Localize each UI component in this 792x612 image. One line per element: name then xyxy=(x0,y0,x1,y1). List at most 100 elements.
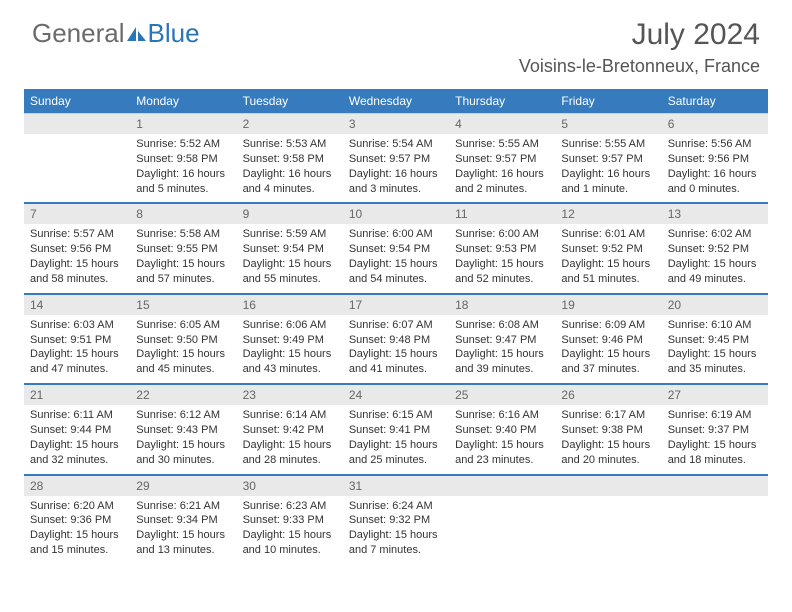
day-number: 20 xyxy=(662,294,768,315)
day-cell: Sunrise: 5:57 AMSunset: 9:56 PMDaylight:… xyxy=(24,224,130,293)
day-cell: Sunrise: 6:16 AMSunset: 9:40 PMDaylight:… xyxy=(449,405,555,474)
day-number: 15 xyxy=(130,294,236,315)
day-cell: Sunrise: 6:06 AMSunset: 9:49 PMDaylight:… xyxy=(237,315,343,384)
sunrise-text: Sunrise: 6:07 AM xyxy=(349,318,443,333)
day-number: 27 xyxy=(662,384,768,405)
logo-sail-icon xyxy=(127,18,147,49)
sunset-text: Sunset: 9:34 PM xyxy=(136,513,230,528)
daylight-text: Daylight: 15 hours and 10 minutes. xyxy=(243,528,337,558)
daylight-text: Daylight: 15 hours and 37 minutes. xyxy=(561,347,655,377)
sunrise-text: Sunrise: 6:20 AM xyxy=(30,499,124,514)
day-number: 30 xyxy=(237,475,343,496)
daylight-text: Daylight: 16 hours and 2 minutes. xyxy=(455,167,549,197)
sunset-text: Sunset: 9:38 PM xyxy=(561,423,655,438)
location-label: Voisins-le-Bretonneux, France xyxy=(519,56,760,77)
day-cell: Sunrise: 5:58 AMSunset: 9:55 PMDaylight:… xyxy=(130,224,236,293)
header: General Blue July 2024 Voisins-le-Breton… xyxy=(0,0,792,83)
day-cell: Sunrise: 5:53 AMSunset: 9:58 PMDaylight:… xyxy=(237,134,343,203)
sunset-text: Sunset: 9:44 PM xyxy=(30,423,124,438)
sunset-text: Sunset: 9:57 PM xyxy=(561,152,655,167)
sunrise-text: Sunrise: 6:00 AM xyxy=(455,227,549,242)
day-cell: Sunrise: 5:59 AMSunset: 9:54 PMDaylight:… xyxy=(237,224,343,293)
logo-word-2: Blue xyxy=(148,18,200,49)
day-cell: Sunrise: 6:14 AMSunset: 9:42 PMDaylight:… xyxy=(237,405,343,474)
sunset-text: Sunset: 9:43 PM xyxy=(136,423,230,438)
sunset-text: Sunset: 9:49 PM xyxy=(243,333,337,348)
sunset-text: Sunset: 9:58 PM xyxy=(136,152,230,167)
day-number-row: 21222324252627 xyxy=(24,384,768,405)
daylight-text: Daylight: 15 hours and 39 minutes. xyxy=(455,347,549,377)
sunset-text: Sunset: 9:52 PM xyxy=(668,242,762,257)
sunset-text: Sunset: 9:58 PM xyxy=(243,152,337,167)
day-header: Sunday xyxy=(24,89,130,114)
daylight-text: Daylight: 16 hours and 1 minute. xyxy=(561,167,655,197)
day-cell-row: Sunrise: 5:52 AMSunset: 9:58 PMDaylight:… xyxy=(24,134,768,203)
day-number: 10 xyxy=(343,203,449,224)
day-cell xyxy=(24,134,130,203)
sunset-text: Sunset: 9:32 PM xyxy=(349,513,443,528)
sunset-text: Sunset: 9:46 PM xyxy=(561,333,655,348)
day-number-row: 14151617181920 xyxy=(24,294,768,315)
sunrise-text: Sunrise: 6:09 AM xyxy=(561,318,655,333)
day-number-row: 78910111213 xyxy=(24,203,768,224)
day-cell: Sunrise: 5:52 AMSunset: 9:58 PMDaylight:… xyxy=(130,134,236,203)
day-number: 23 xyxy=(237,384,343,405)
sunrise-text: Sunrise: 6:23 AM xyxy=(243,499,337,514)
day-cell: Sunrise: 6:19 AMSunset: 9:37 PMDaylight:… xyxy=(662,405,768,474)
daylight-text: Daylight: 15 hours and 47 minutes. xyxy=(30,347,124,377)
daylight-text: Daylight: 15 hours and 52 minutes. xyxy=(455,257,549,287)
day-cell: Sunrise: 6:10 AMSunset: 9:45 PMDaylight:… xyxy=(662,315,768,384)
logo: General Blue xyxy=(32,18,200,49)
day-cell: Sunrise: 5:55 AMSunset: 9:57 PMDaylight:… xyxy=(449,134,555,203)
daylight-text: Daylight: 15 hours and 7 minutes. xyxy=(349,528,443,558)
sunrise-text: Sunrise: 6:21 AM xyxy=(136,499,230,514)
calendar-table: Sunday Monday Tuesday Wednesday Thursday… xyxy=(24,89,768,564)
sunset-text: Sunset: 9:47 PM xyxy=(455,333,549,348)
sunrise-text: Sunrise: 5:52 AM xyxy=(136,137,230,152)
day-cell xyxy=(449,496,555,564)
day-cell: Sunrise: 6:21 AMSunset: 9:34 PMDaylight:… xyxy=(130,496,236,564)
day-cell: Sunrise: 6:24 AMSunset: 9:32 PMDaylight:… xyxy=(343,496,449,564)
sunset-text: Sunset: 9:55 PM xyxy=(136,242,230,257)
daylight-text: Daylight: 16 hours and 3 minutes. xyxy=(349,167,443,197)
sunset-text: Sunset: 9:50 PM xyxy=(136,333,230,348)
day-cell: Sunrise: 6:11 AMSunset: 9:44 PMDaylight:… xyxy=(24,405,130,474)
sunrise-text: Sunrise: 5:59 AM xyxy=(243,227,337,242)
daylight-text: Daylight: 15 hours and 58 minutes. xyxy=(30,257,124,287)
daylight-text: Daylight: 15 hours and 35 minutes. xyxy=(668,347,762,377)
day-number-row: 28293031 xyxy=(24,475,768,496)
daylight-text: Daylight: 15 hours and 28 minutes. xyxy=(243,438,337,468)
day-header: Tuesday xyxy=(237,89,343,114)
day-cell: Sunrise: 6:23 AMSunset: 9:33 PMDaylight:… xyxy=(237,496,343,564)
sunrise-text: Sunrise: 5:58 AM xyxy=(136,227,230,242)
day-cell xyxy=(662,496,768,564)
day-cell xyxy=(555,496,661,564)
sunrise-text: Sunrise: 5:56 AM xyxy=(668,137,762,152)
day-header: Thursday xyxy=(449,89,555,114)
logo-word-1: General xyxy=(32,18,125,49)
sunrise-text: Sunrise: 5:54 AM xyxy=(349,137,443,152)
sunrise-text: Sunrise: 6:03 AM xyxy=(30,318,124,333)
day-cell: Sunrise: 6:03 AMSunset: 9:51 PMDaylight:… xyxy=(24,315,130,384)
day-header: Friday xyxy=(555,89,661,114)
sunrise-text: Sunrise: 5:53 AM xyxy=(243,137,337,152)
daylight-text: Daylight: 15 hours and 13 minutes. xyxy=(136,528,230,558)
day-cell: Sunrise: 6:17 AMSunset: 9:38 PMDaylight:… xyxy=(555,405,661,474)
daylight-text: Daylight: 15 hours and 32 minutes. xyxy=(30,438,124,468)
day-cell: Sunrise: 6:07 AMSunset: 9:48 PMDaylight:… xyxy=(343,315,449,384)
daylight-text: Daylight: 15 hours and 54 minutes. xyxy=(349,257,443,287)
day-cell: Sunrise: 6:12 AMSunset: 9:43 PMDaylight:… xyxy=(130,405,236,474)
day-number: 17 xyxy=(343,294,449,315)
sunrise-text: Sunrise: 6:10 AM xyxy=(668,318,762,333)
day-number: 5 xyxy=(555,114,661,135)
day-number-row: 123456 xyxy=(24,114,768,135)
daylight-text: Daylight: 16 hours and 5 minutes. xyxy=(136,167,230,197)
sunset-text: Sunset: 9:54 PM xyxy=(349,242,443,257)
sunset-text: Sunset: 9:57 PM xyxy=(455,152,549,167)
daylight-text: Daylight: 15 hours and 49 minutes. xyxy=(668,257,762,287)
sunrise-text: Sunrise: 5:55 AM xyxy=(561,137,655,152)
sunrise-text: Sunrise: 6:05 AM xyxy=(136,318,230,333)
daylight-text: Daylight: 15 hours and 43 minutes. xyxy=(243,347,337,377)
sunrise-text: Sunrise: 6:24 AM xyxy=(349,499,443,514)
daylight-text: Daylight: 15 hours and 15 minutes. xyxy=(30,528,124,558)
